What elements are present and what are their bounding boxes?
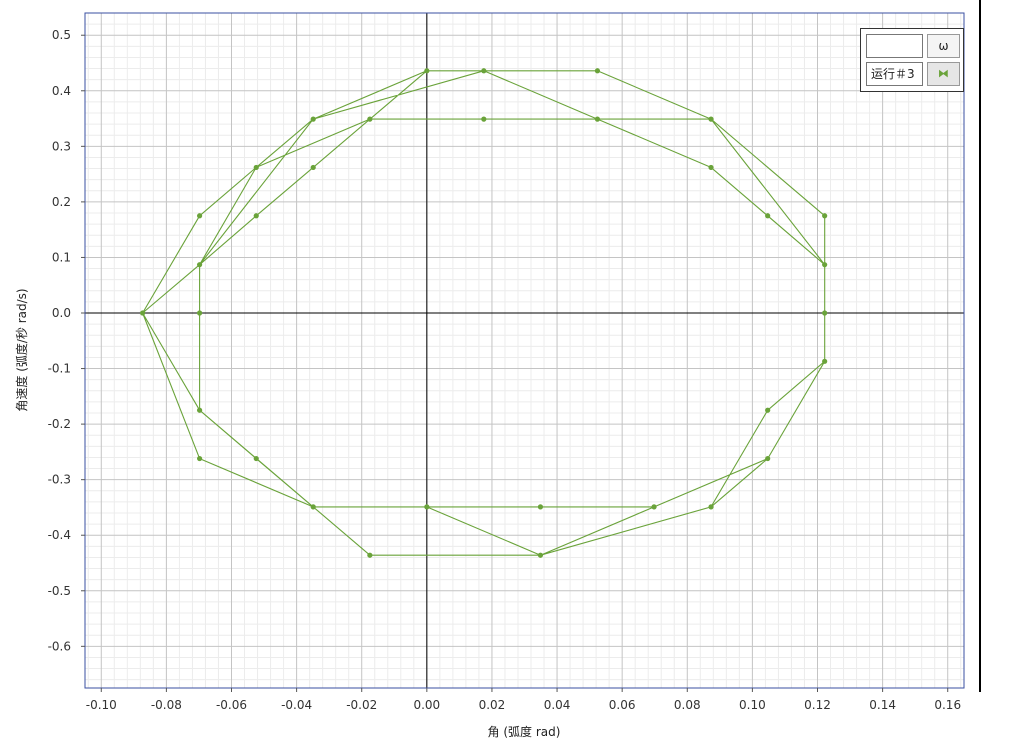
legend-series-label: 运行＃3	[866, 62, 923, 86]
window-edge-rule	[979, 0, 981, 692]
y-tick-label: -0.3	[48, 473, 71, 487]
y-tick-label: 0.5	[52, 28, 71, 42]
plot-frame	[84, 12, 965, 689]
data-point	[708, 164, 714, 171]
data-point	[424, 504, 430, 510]
legend-omega-symbol: ω	[927, 34, 960, 58]
data-point	[765, 455, 771, 462]
x-tick-label: -0.10	[86, 698, 117, 712]
data-point	[196, 262, 203, 268]
data-point	[310, 164, 316, 171]
data-point	[822, 262, 828, 268]
data-point	[367, 116, 373, 122]
data-point	[140, 310, 146, 316]
legend-series-swatch-icon[interactable]: ⧓	[927, 62, 960, 86]
data-point	[310, 116, 316, 122]
x-tick-label: 0.08	[674, 698, 701, 712]
x-tick-label: 0.04	[544, 698, 571, 712]
data-point	[594, 116, 601, 122]
x-tick-label: 0.10	[739, 698, 766, 712]
x-tick-labels: -0.10 -0.08 -0.06 -0.04 -0.02 0.00 0.02 0.04 0.0…	[86, 698, 961, 712]
x-tick-label: 0.16	[934, 698, 961, 712]
legend: ω 运行＃3 ⧓	[860, 28, 964, 92]
data-point	[196, 455, 203, 462]
x-tick-label: -0.02	[346, 698, 377, 712]
x-tick-label: 0.06	[609, 698, 636, 712]
x-tick-label: -0.08	[151, 698, 182, 712]
x-tick-label: 0.12	[804, 698, 831, 712]
data-point	[196, 310, 203, 316]
data-point	[537, 504, 544, 510]
data-point	[822, 310, 828, 316]
y-tick-labels: 0.5 0.4 0.3 0.2 0.1 0.0 -0.1 -0.2 -0.3 -0.4 -0.5 -0…	[48, 28, 71, 653]
data-point	[253, 213, 259, 219]
x-tick-label: -0.04	[281, 698, 312, 712]
data-point	[424, 68, 430, 74]
data-point	[708, 116, 714, 122]
series-layer	[140, 68, 828, 558]
zero-axes	[85, 13, 964, 688]
data-point	[822, 358, 828, 364]
axis-ticks	[81, 34, 949, 692]
y-tick-label: 0.1	[52, 250, 71, 264]
data-point	[822, 213, 828, 219]
y-tick-label: -0.5	[48, 584, 71, 598]
x-axis-label: 角 (弧度 rad)	[488, 724, 561, 739]
data-point	[196, 407, 203, 413]
data-point	[196, 213, 203, 219]
x-tick-label: 0.00	[413, 698, 440, 712]
y-tick-label: -0.1	[48, 362, 71, 376]
plot-background	[85, 13, 964, 688]
data-point	[765, 213, 771, 219]
data-point	[537, 552, 544, 558]
y-tick-label: -0.4	[48, 528, 71, 542]
y-tick-label: 0.4	[52, 84, 71, 98]
data-point	[651, 504, 657, 510]
data-point	[594, 68, 601, 74]
data-point	[253, 455, 259, 462]
x-tick-label: -0.06	[216, 698, 247, 712]
data-point	[765, 407, 771, 413]
data-point	[253, 164, 259, 171]
data-point	[367, 552, 373, 558]
x-tick-label: 0.02	[479, 698, 506, 712]
y-axis-label: 角速度 (弧度/秒 rad/s)	[14, 288, 29, 411]
data-point	[708, 504, 714, 510]
y-tick-label: 0.0	[52, 306, 71, 320]
x-tick-label: 0.14	[869, 698, 896, 712]
y-tick-label: -0.2	[48, 417, 71, 431]
data-point	[310, 504, 316, 510]
data-point	[481, 116, 487, 122]
y-tick-label: 0.2	[52, 195, 71, 209]
y-tick-label: -0.6	[48, 639, 71, 653]
data-point	[481, 68, 487, 74]
legend-header-blank	[866, 34, 923, 58]
minor-grid	[85, 12, 964, 688]
y-tick-label: 0.3	[52, 139, 71, 153]
